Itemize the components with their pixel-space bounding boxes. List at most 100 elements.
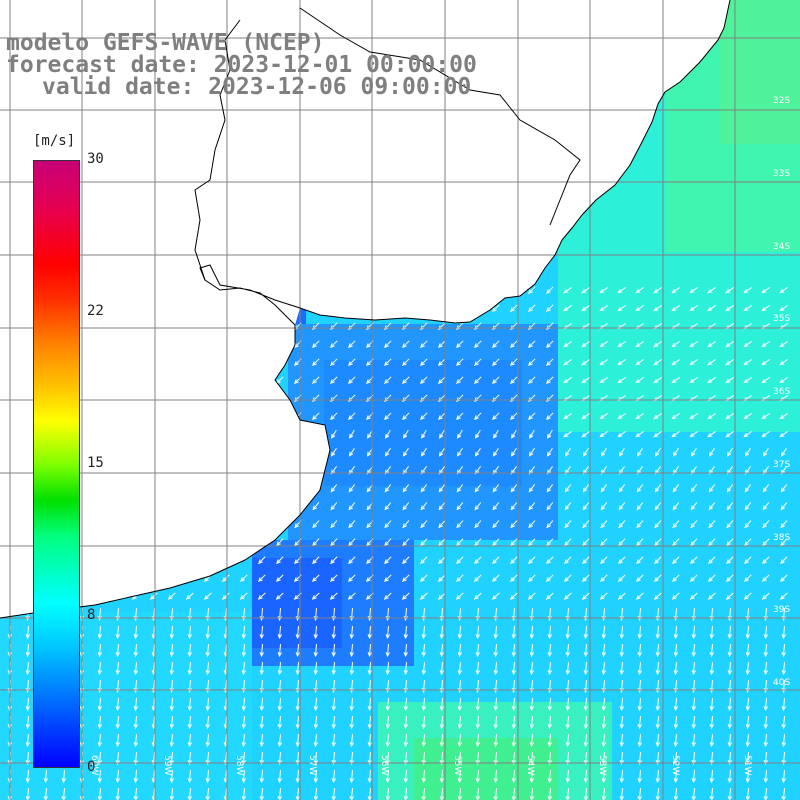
speed-cell [288,576,306,594]
wind-arrow [439,769,444,784]
wind-arrow [384,556,392,565]
wind-arrow [349,715,354,730]
speed-cell [702,306,720,324]
wind-arrow [529,751,534,766]
wind-arrow [384,484,392,493]
wind-arrow [547,697,552,712]
speed-cell [270,612,288,630]
speed-cell [720,216,738,234]
wind-arrow [349,625,354,640]
wind-arrow [205,625,210,640]
speed-cell [522,414,540,432]
wind-arrow [384,358,392,366]
wind-arrow [726,447,733,457]
speed-cell [234,630,252,648]
wind-arrow [672,502,680,511]
speed-cell [108,738,126,756]
lat-label: 33S [773,169,790,179]
speed-cell [180,738,198,756]
wind-arrow [582,556,590,565]
wind-arrow [493,643,498,658]
wind-arrow [277,733,282,748]
wind-arrow [438,447,445,457]
speed-cell [648,360,666,378]
wind-arrow [474,358,482,366]
wind-arrow [527,574,536,582]
speed-cell [504,720,522,738]
speed-cell [612,414,630,432]
wind-arrow [707,359,716,366]
wind-arrow [546,502,554,511]
speed-cell [684,288,702,306]
speed-cell [540,738,558,756]
speed-cell [558,792,576,800]
wind-arrow [493,751,498,766]
speed-cell [36,774,54,792]
lat-label: 36S [773,387,790,397]
speed-cell [288,522,306,540]
speed-cell [162,666,180,684]
wind-arrow [599,431,608,438]
wind-arrow [276,304,284,312]
speed-cell [234,612,252,630]
wind-arrow [295,769,300,784]
speed-cell [306,630,324,648]
speed-cell [774,342,792,360]
speed-cell [450,432,468,450]
wind-arrow [420,502,428,511]
speed-cell [126,630,144,648]
wind-arrow [385,625,390,640]
lon-label: 52W [670,755,680,775]
speed-cell [792,90,800,108]
speed-cell [774,90,792,108]
wind-arrow [420,376,428,384]
wind-arrow [438,484,446,493]
speed-cell [612,270,630,288]
speed-cell [378,774,396,792]
wind-arrow [402,340,410,348]
wind-arrow [492,520,500,529]
lat-label: 32S [773,96,790,106]
speed-cell [684,216,702,234]
wind-arrow [383,592,392,600]
wind-arrow [690,538,698,547]
wind-arrow [690,466,697,475]
wind-arrow [563,305,572,312]
wind-arrow [474,340,482,348]
speed-cell [360,630,378,648]
wind-arrow [708,502,716,511]
wind-arrow [745,625,750,640]
speed-cell [540,792,558,800]
speed-cell [594,342,612,360]
speed-cell [270,594,288,612]
wind-arrow [474,412,482,420]
wind-arrow [475,643,480,658]
speed-cell [594,756,612,774]
speed-cell [396,648,414,666]
wind-arrow [707,377,716,384]
wind-arrow [133,715,138,730]
speed-cell [756,36,774,54]
wind-arrow [528,304,536,312]
speed-cell [756,90,774,108]
wind-arrow [546,304,554,312]
speed-cell [108,612,126,630]
speed-cell [90,612,108,630]
wind-arrow [511,643,516,658]
speed-cell [378,612,396,630]
wind-arrow [492,556,500,565]
wind-arrow [691,715,696,730]
wind-arrow [133,625,138,640]
wind-arrow [511,733,516,748]
speed-cell [522,792,540,800]
speed-cell [378,558,396,576]
wind-arrow [547,661,552,676]
wind-arrow [546,556,554,565]
wind-arrow [169,661,174,676]
wind-arrow [762,502,770,511]
speed-cell [234,648,252,666]
wind-arrow [133,643,138,658]
speed-cell [270,648,288,666]
wind-arrow [456,520,464,529]
wind-arrow [601,769,606,784]
